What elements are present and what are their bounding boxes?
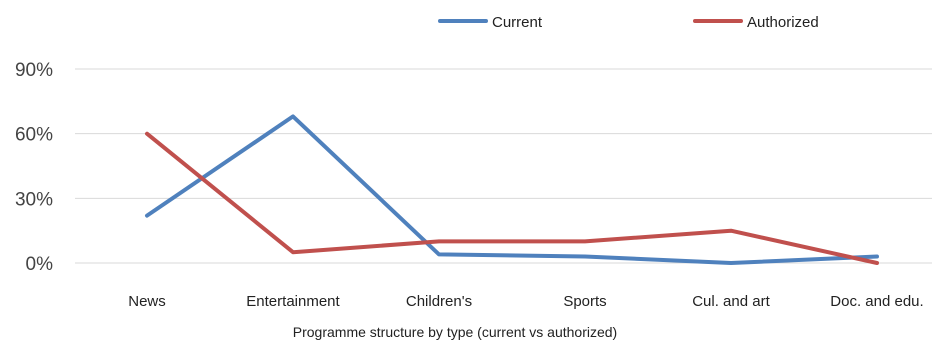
gridlines [75,68,932,264]
y-tick-label: 30% [15,189,53,210]
x-category-label: Children's [406,293,472,310]
y-axis-tick-labels: 0% 30% 60% 90% [15,60,53,275]
series-lines [145,114,879,265]
series-line-authorized [145,131,879,265]
legend: Current Authorized [438,14,819,31]
legend-label-current: Current [492,14,543,31]
y-tick-label: 0% [26,254,54,275]
x-category-label: Sports [563,293,606,310]
series-line-current [145,114,879,265]
x-category-label: Cul. and art [692,293,770,310]
y-tick-label: 60% [15,125,53,146]
y-tick-label: 90% [15,60,53,81]
x-category-label: Entertainment [246,293,340,310]
x-axis-title: Programme structure by type (current vs … [293,324,617,340]
x-category-label: News [128,293,166,310]
x-axis-category-labels: News Entertainment Children's Sports Cul. an… [128,293,923,310]
x-category-label: Doc. and edu. [830,293,923,310]
legend-label-authorized: Authorized [747,14,819,31]
